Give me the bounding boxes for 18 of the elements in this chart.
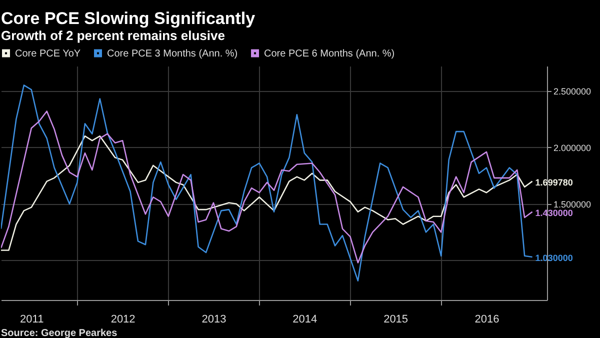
y-tick-label: 1.500000 — [554, 199, 592, 210]
x-tick-label: 2015 — [384, 314, 408, 326]
x-tick-label: 2016 — [474, 314, 500, 326]
source-note: Source: George Pearkes — [1, 328, 118, 338]
x-tick-label: 2013 — [202, 314, 226, 326]
y-tick-label: 2.000000 — [554, 142, 592, 153]
y-tick-label: 2.500000 — [554, 86, 592, 96]
line-series — [1, 84, 533, 282]
line-series — [1, 135, 533, 251]
legend-label: Core PCE 3 Months (Ann. %) — [107, 48, 238, 60]
chart-subtitle: Growth of 2 percent remains elusive — [1, 28, 225, 43]
legend-label: Core PCE 6 Months (Ann. %) — [264, 48, 395, 60]
legend-label: Core PCE YoY — [15, 48, 81, 60]
x-tick-label: 2012 — [110, 314, 136, 326]
x-tick-label: 2014 — [292, 314, 318, 326]
x-tick-label: 2011 — [20, 314, 44, 326]
chart-title: Core PCE Slowing Significantly — [1, 9, 256, 28]
line-series — [1, 110, 533, 264]
